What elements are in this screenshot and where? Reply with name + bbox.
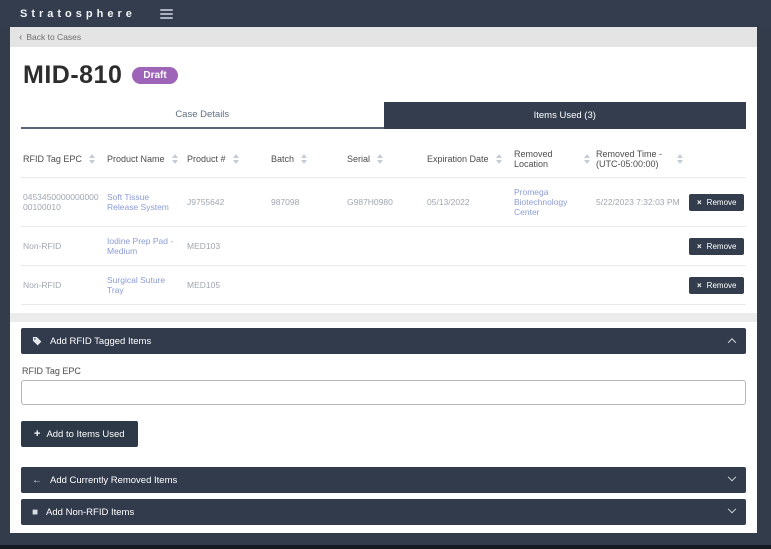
cell-rfid-epc: Non-RFID (21, 265, 105, 305)
top-app-bar: Stratosphere (0, 0, 771, 27)
col-header-rfid-tag-epc[interactable]: RFID Tag EPC (21, 141, 105, 178)
sort-icon[interactable] (301, 154, 308, 164)
cell-removed-time (594, 226, 687, 266)
back-chevron-icon: ‹ (19, 31, 23, 43)
product-name-link[interactable]: Iodine Prep Pad - Medium (105, 226, 185, 266)
sort-icon[interactable] (677, 154, 683, 164)
cell-removed-time: 5/22/2023 7:32:03 PM (594, 177, 687, 227)
window-content: ‹ Back to Cases MID-810 Draft Case Detai… (10, 27, 757, 533)
col-header-product-number[interactable]: Product # (185, 141, 269, 178)
sort-icon[interactable] (232, 154, 239, 164)
table-header-row: RFID Tag EPC Product Name Product # Batc… (21, 141, 746, 178)
box-icon: ■ (32, 506, 39, 518)
section-divider (10, 313, 757, 322)
add-to-items-used-button[interactable]: + Add to Items Used (21, 421, 138, 447)
cell-expiration (425, 265, 512, 305)
chevron-down-icon (727, 472, 737, 482)
chevron-down-icon (727, 504, 737, 514)
chevron-up-icon (727, 338, 737, 347)
cell-serial (345, 226, 425, 266)
removed-location-link[interactable] (512, 226, 594, 266)
tab-case-details[interactable]: Case Details (21, 102, 384, 129)
arrow-left-icon: ← (32, 474, 42, 486)
sort-icon[interactable] (88, 154, 95, 164)
col-header-removed-location[interactable]: Removed Location (512, 141, 594, 178)
table-row: Non-RFID Iodine Prep Pad - Medium MED103… (21, 226, 746, 266)
table-row: Non-RFID Surgical Suture Tray MED105 × Re… (21, 265, 746, 305)
cell-batch: 987098 (269, 177, 345, 227)
product-name-link[interactable]: Soft Tissue Release System (105, 177, 185, 227)
hamburger-menu-icon[interactable] (159, 8, 173, 19)
cell-rfid-epc: Non-RFID (21, 226, 105, 266)
sort-icon[interactable] (171, 154, 178, 164)
product-name-link[interactable]: Surgical Suture Tray (105, 265, 185, 305)
col-header-actions (687, 141, 746, 178)
app-title: Stratosphere (20, 7, 136, 20)
remove-button[interactable]: × Remove (689, 193, 745, 211)
x-icon: × (697, 197, 702, 207)
cell-product-number: J9755642 (185, 177, 269, 227)
cell-serial (345, 265, 425, 305)
plus-icon: + (34, 428, 41, 440)
sort-icon[interactable] (584, 154, 590, 164)
x-icon: × (697, 241, 702, 251)
add-rfid-tagged-items-header[interactable]: Add RFID Tagged Items (21, 328, 746, 354)
window-bottom-edge (0, 545, 771, 549)
cell-product-number: MED105 (185, 265, 269, 305)
col-header-expiration-date[interactable]: Expiration Date (425, 141, 512, 178)
add-currently-removed-items-header[interactable]: ← Add Currently Removed Items (21, 467, 746, 493)
cell-rfid-epc: 045345000000000000100010 (21, 177, 105, 227)
cell-batch (269, 226, 345, 266)
sort-icon[interactable] (495, 154, 502, 164)
removed-location-link[interactable] (512, 265, 594, 305)
cell-expiration: 05/13/2022 (425, 177, 512, 227)
status-badge: Draft (132, 67, 178, 84)
page-title: MID-810 (23, 61, 123, 89)
x-icon: × (697, 280, 702, 290)
remove-button[interactable]: × Remove (689, 237, 745, 255)
col-header-serial[interactable]: Serial (345, 141, 425, 178)
col-header-removed-time[interactable]: Removed Time - (UTC-05:00:00) (594, 141, 687, 178)
panel-title: Add Currently Removed Items (50, 474, 178, 486)
cell-removed-time (594, 265, 687, 305)
items-used-table: RFID Tag EPC Product Name Product # Batc… (21, 141, 746, 305)
panel-title: Add Non-RFID Items (46, 506, 135, 518)
cell-batch (269, 265, 345, 305)
tag-icon (32, 336, 42, 346)
add-non-rfid-items-header[interactable]: ■ Add Non-RFID Items (21, 499, 746, 525)
rfid-tag-epc-input[interactable] (21, 380, 746, 405)
add-rfid-panel-body: RFID Tag EPC + Add to Items Used (21, 366, 746, 461)
tab-items-used[interactable]: Items Used (3) (383, 102, 746, 129)
removed-location-link[interactable]: Promega Biotechnology Center (512, 177, 594, 227)
cell-product-number: MED103 (185, 226, 269, 266)
sort-icon[interactable] (377, 154, 384, 164)
back-to-cases-link[interactable]: Back to Cases (26, 32, 82, 42)
cell-serial: G987H0980 (345, 177, 425, 227)
rfid-tag-epc-label: RFID Tag EPC (22, 366, 81, 376)
tab-bar: Case Details Items Used (3) (21, 102, 746, 129)
panel-title: Add RFID Tagged Items (50, 335, 152, 347)
remove-button[interactable]: × Remove (689, 276, 745, 294)
breadcrumb[interactable]: ‹ Back to Cases (10, 27, 757, 47)
table-row: 045345000000000000100010 Soft Tissue Rel… (21, 177, 746, 227)
col-header-product-name[interactable]: Product Name (105, 141, 185, 178)
col-header-batch[interactable]: Batch (269, 141, 345, 178)
cell-expiration (425, 226, 512, 266)
